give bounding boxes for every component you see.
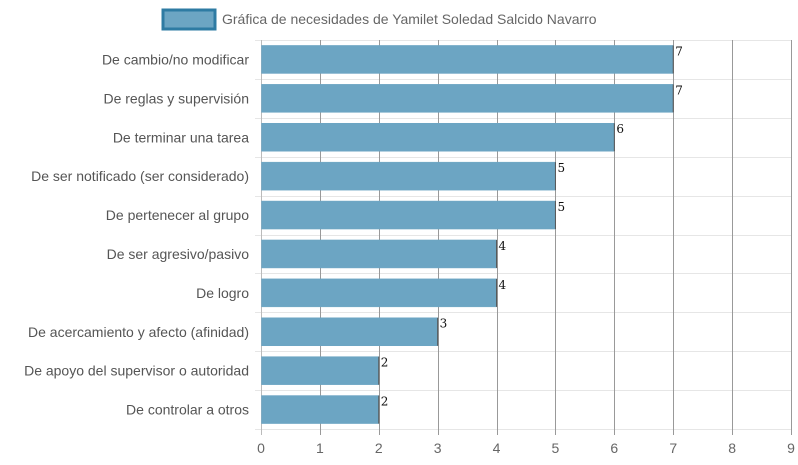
bars xyxy=(261,45,674,424)
bar[interactable] xyxy=(261,395,380,424)
category-label: De logro xyxy=(196,285,249,301)
bar[interactable] xyxy=(261,239,497,269)
x-tick-label: 5 xyxy=(552,440,560,456)
data-label: 6 xyxy=(616,122,624,136)
data-label: 4 xyxy=(499,278,507,292)
category-label: De reglas y supervisión xyxy=(103,90,249,106)
bar[interactable] xyxy=(261,45,674,74)
bar[interactable] xyxy=(261,122,615,152)
data-label: 7 xyxy=(675,44,683,58)
data-label: 4 xyxy=(499,239,507,253)
x-tick-label: 9 xyxy=(787,440,795,456)
data-label: 5 xyxy=(557,161,565,175)
bar[interactable] xyxy=(261,317,438,347)
x-tick-label: 8 xyxy=(728,440,736,456)
x-tick-labels: 0 1 2 3 4 5 6 7 8 9 xyxy=(257,440,795,456)
bar[interactable] xyxy=(261,200,556,230)
category-label: De terminar una tarea xyxy=(113,129,249,145)
data-label: 2 xyxy=(381,356,389,370)
category-label: De pertenecer al grupo xyxy=(106,207,249,223)
bar[interactable] xyxy=(261,161,556,191)
category-label: De apoyo del supervisor o autoridad xyxy=(24,363,249,379)
bar[interactable] xyxy=(261,356,380,385)
data-label: 5 xyxy=(557,200,565,214)
x-tick-label: 7 xyxy=(669,440,677,456)
value-labels: 7 7 6 5 5 4 4 3 2 2 xyxy=(381,44,683,408)
data-label: 3 xyxy=(440,317,448,331)
category-label: De controlar a otros xyxy=(126,402,249,418)
x-tick-label: 2 xyxy=(375,440,383,456)
data-label: 7 xyxy=(675,83,683,97)
category-label: De acercamiento y afecto (afinidad) xyxy=(28,324,249,340)
bar[interactable] xyxy=(261,278,497,308)
category-label: De cambio/no modificar xyxy=(102,51,249,67)
bar[interactable] xyxy=(261,84,674,113)
category-labels: De cambio/no modificar De reglas y superv… xyxy=(24,51,249,417)
legend-label[interactable]: Gráfica de necesidades de Yamilet Soleda… xyxy=(222,11,597,27)
x-tick-label: 0 xyxy=(257,440,265,456)
legend-swatch[interactable] xyxy=(161,8,217,31)
data-label: 2 xyxy=(381,395,389,409)
legend[interactable]: Gráfica de necesidades de Yamilet Soleda… xyxy=(161,8,597,31)
x-tick-label: 6 xyxy=(610,440,618,456)
x-tick-label: 3 xyxy=(434,440,442,456)
category-label: De ser agresivo/pasivo xyxy=(107,246,250,262)
x-tick-label: 1 xyxy=(316,440,324,456)
x-tick-label: 4 xyxy=(493,440,501,456)
category-label: De ser notificado (ser considerado) xyxy=(31,168,249,184)
